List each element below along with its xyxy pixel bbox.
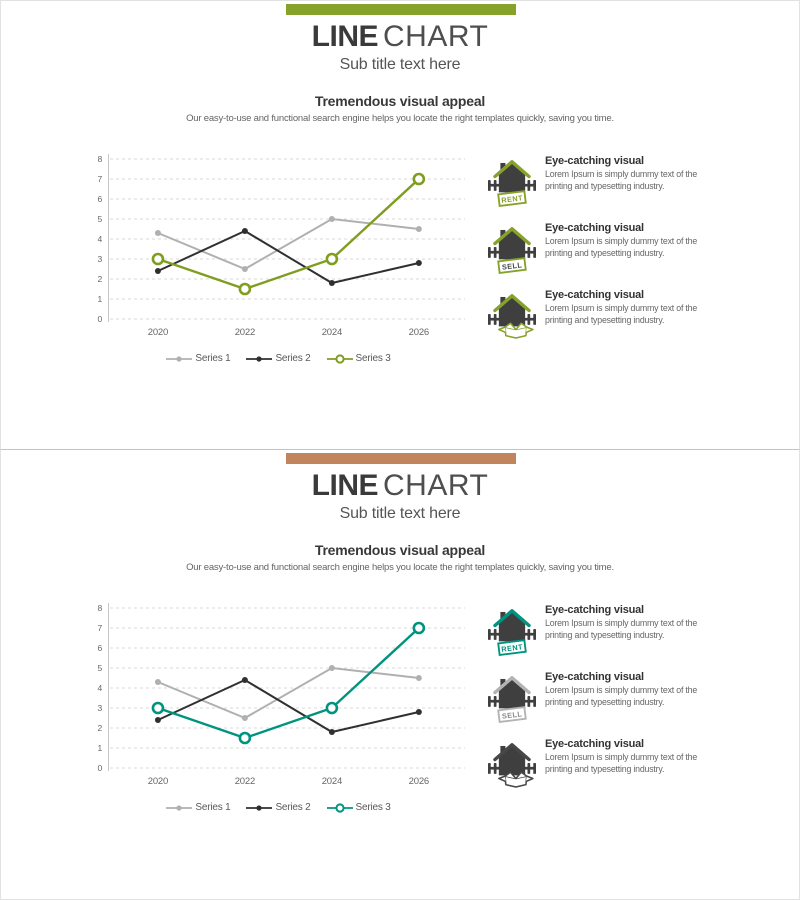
legend-item-series-1: Series 1 <box>166 353 231 364</box>
slide-title-light: CHART <box>383 20 489 53</box>
svg-text:2: 2 <box>97 723 102 733</box>
svg-text:2026: 2026 <box>409 327 429 338</box>
callout-body: Lorem Ipsum is simply dummy text of the … <box>545 169 698 191</box>
slide-title-light: CHART <box>383 469 489 502</box>
line-chart-plot: 0 1 2 3 4 5 6 7 8 2020 2022 2024 2026 <box>97 603 465 787</box>
svg-text:2022: 2022 <box>235 327 255 338</box>
svg-text:6: 6 <box>97 194 102 204</box>
house-sell-icon: SELL <box>488 220 536 274</box>
slide-title: LINE CHART <box>1 466 799 503</box>
svg-text:0: 0 <box>97 314 102 324</box>
svg-text:2020: 2020 <box>148 327 168 338</box>
callout-sell: SELL Eye-catching visual Lorem Ipsum is … <box>488 220 723 274</box>
chart-legend: Series 1 Series 2 Series 3 <box>86 802 471 813</box>
callout-title: Eye-catching visual <box>545 671 644 683</box>
slide-subtitle: Sub title text here <box>339 505 461 522</box>
svg-text:4: 4 <box>97 683 102 693</box>
callout-box: Eye-catching visual Lorem Ipsum is simpl… <box>488 736 723 790</box>
section-description: Our easy-to-use and functional search en… <box>186 113 614 124</box>
callout-title: Eye-catching visual <box>545 222 644 234</box>
legend-item-series-2: Series 2 <box>246 353 311 364</box>
section-heading: Tremendous visual appeal <box>314 93 486 109</box>
house-rent-icon: RENT <box>488 602 536 656</box>
callout-sell: SELL Eye-catching visual Lorem Ipsum is … <box>488 669 723 723</box>
callout-body: Lorem Ipsum is simply dummy text of the … <box>545 236 698 258</box>
accent-bar <box>286 4 516 15</box>
callout-title: Eye-catching visual <box>545 155 644 167</box>
callout-text: Eye-catching visual Lorem Ipsum is simpl… <box>545 153 707 207</box>
callout-body: Lorem Ipsum is simply dummy text of the … <box>545 618 698 640</box>
callout-rent: RENT Eye-catching visual Lorem Ipsum is … <box>488 602 723 656</box>
callout-body: Lorem Ipsum is simply dummy text of the … <box>545 303 698 325</box>
accent-bar <box>286 453 516 464</box>
callout-body: Lorem Ipsum is simply dummy text of the … <box>545 685 698 707</box>
slide-1: LINE CHART Sub title text here Tremendous… <box>0 0 800 450</box>
callout-text: Eye-catching visual Lorem Ipsum is simpl… <box>545 736 707 790</box>
svg-text:2026: 2026 <box>409 776 429 787</box>
svg-text:1: 1 <box>97 294 102 304</box>
house-rent-icon: RENT <box>488 153 536 207</box>
callout-list: RENT Eye-catching visual Lorem Ipsum is … <box>488 153 723 341</box>
slide-title-bold: LINE <box>311 20 379 53</box>
callout-body: Lorem Ipsum is simply dummy text of the … <box>545 752 698 774</box>
svg-text:3: 3 <box>97 703 102 713</box>
svg-text:7: 7 <box>97 174 102 184</box>
section-heading: Tremendous visual appeal <box>314 542 486 558</box>
callout-title: Eye-catching visual <box>545 289 644 301</box>
slide-subtitle: Sub title text here <box>339 56 461 73</box>
callout-rent: RENT Eye-catching visual Lorem Ipsum is … <box>488 153 723 207</box>
svg-text:2022: 2022 <box>235 776 255 787</box>
svg-text:6: 6 <box>97 643 102 653</box>
house-open-box-icon <box>488 287 536 341</box>
svg-text:SELL: SELL <box>501 260 522 271</box>
callout-text: Eye-catching visual Lorem Ipsum is simpl… <box>545 669 707 723</box>
svg-text:2024: 2024 <box>322 776 342 787</box>
svg-text:3: 3 <box>97 254 102 264</box>
legend-item-series-1: Series 1 <box>166 802 231 813</box>
svg-text:8: 8 <box>97 603 102 613</box>
svg-text:2024: 2024 <box>322 327 342 338</box>
svg-text:4: 4 <box>97 234 102 244</box>
callout-text: Eye-catching visual Lorem Ipsum is simpl… <box>545 602 707 656</box>
svg-text:SELL: SELL <box>501 709 522 720</box>
callout-title: Eye-catching visual <box>545 738 644 750</box>
legend-item-series-3: Series 3 <box>326 353 391 364</box>
callout-box: Eye-catching visual Lorem Ipsum is simpl… <box>488 287 723 341</box>
slide-2: LINE CHART Sub title text here Tremendous… <box>0 449 800 900</box>
chart-legend: Series 1 Series 2 Series 3 <box>86 353 471 364</box>
svg-text:8: 8 <box>97 154 102 164</box>
slide-title: LINE CHART <box>1 17 799 54</box>
callout-title: Eye-catching visual <box>545 604 644 616</box>
slide-title-bold: LINE <box>311 469 379 502</box>
line-chart: 0 1 2 3 4 5 6 7 8 2020 2022 2024 2026 Series 1 Series… <box>86 149 471 364</box>
house-open-box-icon <box>488 736 536 790</box>
legend-item-series-2: Series 2 <box>246 802 311 813</box>
svg-text:0: 0 <box>97 763 102 773</box>
svg-text:5: 5 <box>97 663 102 673</box>
svg-text:2: 2 <box>97 274 102 284</box>
svg-text:5: 5 <box>97 214 102 224</box>
svg-text:2020: 2020 <box>148 776 168 787</box>
line-chart-plot: 0 1 2 3 4 5 6 7 8 2020 2022 2024 2026 <box>97 154 465 338</box>
svg-text:RENT: RENT <box>501 642 524 654</box>
svg-text:1: 1 <box>97 743 102 753</box>
legend-item-series-3: Series 3 <box>326 802 391 813</box>
svg-text:7: 7 <box>97 623 102 633</box>
svg-text:RENT: RENT <box>501 193 524 205</box>
section-description: Our easy-to-use and functional search en… <box>186 562 614 573</box>
callout-list: RENT Eye-catching visual Lorem Ipsum is … <box>488 602 723 790</box>
line-chart: 0 1 2 3 4 5 6 7 8 2020 2022 2024 2026 Series 1 Series… <box>86 598 471 813</box>
house-sell-icon: SELL <box>488 669 536 723</box>
callout-text: Eye-catching visual Lorem Ipsum is simpl… <box>545 220 707 274</box>
callout-text: Eye-catching visual Lorem Ipsum is simpl… <box>545 287 707 341</box>
